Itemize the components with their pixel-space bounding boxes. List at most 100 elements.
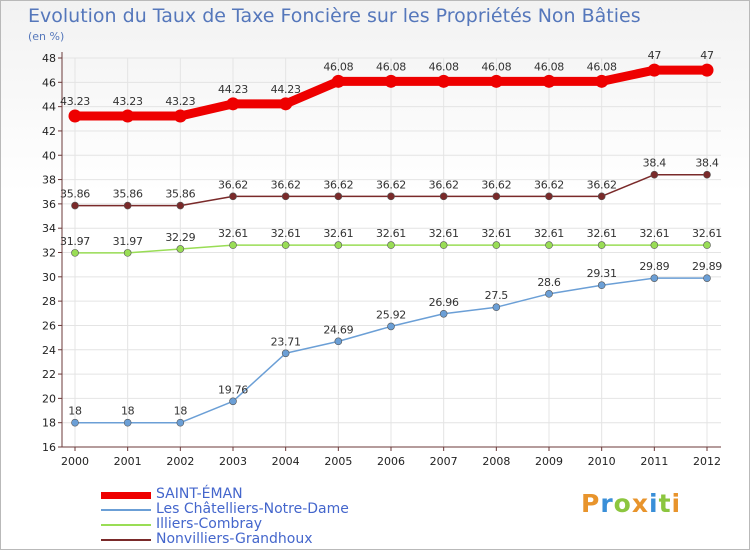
x-tick-label: 2009: [535, 455, 563, 468]
data-point: [279, 97, 293, 111]
legend-item: Les Châtelliers-Notre-Dame: [101, 502, 401, 517]
data-label: 19.76: [218, 383, 248, 396]
data-label: 36.62: [218, 178, 248, 191]
data-label: 47: [648, 49, 662, 62]
data-point: [123, 249, 132, 257]
data-point: [545, 192, 553, 201]
legend-item: Nonvilliers-Grandhoux: [101, 532, 401, 547]
data-point: [384, 74, 398, 88]
data-label: 18: [68, 405, 82, 418]
data-point: [387, 192, 395, 201]
data-point: [121, 109, 135, 123]
data-label: 36.62: [587, 178, 617, 191]
data-label: 31.97: [113, 235, 143, 248]
data-point: [176, 245, 185, 253]
data-label: 36.62: [429, 178, 459, 191]
data-point: [173, 109, 187, 123]
data-point: [226, 97, 240, 111]
x-tick-label: 2012: [693, 455, 721, 468]
data-point: [229, 192, 237, 201]
y-tick-label: 22: [42, 368, 56, 381]
data-label: 24.69: [323, 323, 353, 336]
data-point: [545, 290, 553, 298]
data-label: 44.23: [218, 83, 248, 96]
data-point: [229, 397, 237, 406]
y-tick-label: 30: [42, 271, 56, 284]
legend-swatch: [101, 491, 151, 499]
data-label: 18: [121, 405, 135, 418]
legend-item: SAINT-ÉMAN: [101, 487, 401, 502]
data-label: 47: [700, 49, 714, 62]
data-point: [597, 192, 606, 201]
y-tick-label: 16: [42, 441, 56, 454]
data-label: 26.96: [429, 296, 459, 309]
data-point: [703, 274, 711, 282]
data-point: [281, 192, 290, 201]
data-point: [176, 201, 185, 210]
y-tick-label: 32: [42, 247, 56, 260]
data-point: [545, 241, 553, 249]
legend-label: SAINT-ÉMAN: [156, 486, 243, 502]
data-point: [71, 418, 79, 427]
x-tick-label: 2003: [219, 455, 247, 468]
data-label: 35.86: [165, 188, 195, 201]
data-point: [650, 241, 659, 249]
data-point: [229, 241, 237, 249]
data-point: [492, 303, 501, 312]
y-tick-label: 36: [42, 198, 56, 211]
data-point: [331, 74, 345, 88]
legend-label: Illiers-Combray: [156, 516, 262, 532]
data-label: 35.86: [113, 188, 143, 201]
data-point: [492, 241, 501, 249]
y-tick-label: 34: [42, 222, 56, 235]
data-point: [492, 192, 501, 201]
x-tick-label: 2010: [588, 455, 616, 468]
data-point: [281, 349, 290, 358]
data-label: 29.89: [639, 260, 669, 273]
x-tick-label: 2011: [640, 455, 668, 468]
data-point: [542, 74, 556, 88]
data-label: 35.86: [60, 188, 90, 201]
data-label: 23.71: [271, 335, 301, 348]
x-tick-label: 2005: [324, 455, 352, 468]
data-label: 43.23: [60, 95, 90, 108]
x-tick-label: 2006: [377, 455, 405, 468]
data-label: 43.23: [113, 95, 143, 108]
data-label: 27.5: [485, 289, 509, 302]
y-tick-label: 20: [42, 392, 56, 405]
data-label: 32.61: [323, 227, 353, 240]
data-point: [281, 241, 290, 249]
data-point: [176, 418, 185, 427]
data-label: 44.23: [271, 83, 301, 96]
data-point: [334, 241, 343, 249]
data-point: [595, 74, 609, 88]
y-tick-label: 26: [42, 319, 56, 332]
data-point: [489, 74, 503, 88]
data-label: 38.4: [695, 157, 719, 170]
data-point: [647, 63, 661, 77]
data-point: [700, 63, 714, 77]
data-point: [439, 192, 448, 201]
data-label: 32.61: [271, 227, 301, 240]
data-point: [71, 201, 79, 210]
data-point: [439, 241, 448, 249]
data-label: 36.62: [271, 178, 301, 191]
y-tick-label: 44: [42, 101, 56, 114]
data-point: [439, 309, 448, 318]
x-tick-label: 2004: [272, 455, 300, 468]
data-label: 32.61: [376, 227, 406, 240]
data-label: 29.89: [692, 260, 722, 273]
data-point: [123, 201, 132, 210]
data-point: [703, 170, 711, 179]
data-point: [387, 241, 395, 249]
data-label: 32.29: [165, 231, 195, 244]
x-tick-label: 2001: [114, 455, 142, 468]
y-tick-label: 46: [42, 76, 56, 89]
data-label: 29.31: [587, 267, 617, 280]
data-label: 38.4: [643, 157, 667, 170]
data-label: 46.08: [481, 60, 511, 73]
data-point: [597, 281, 606, 290]
data-point: [123, 418, 132, 427]
y-tick-label: 48: [42, 52, 56, 65]
